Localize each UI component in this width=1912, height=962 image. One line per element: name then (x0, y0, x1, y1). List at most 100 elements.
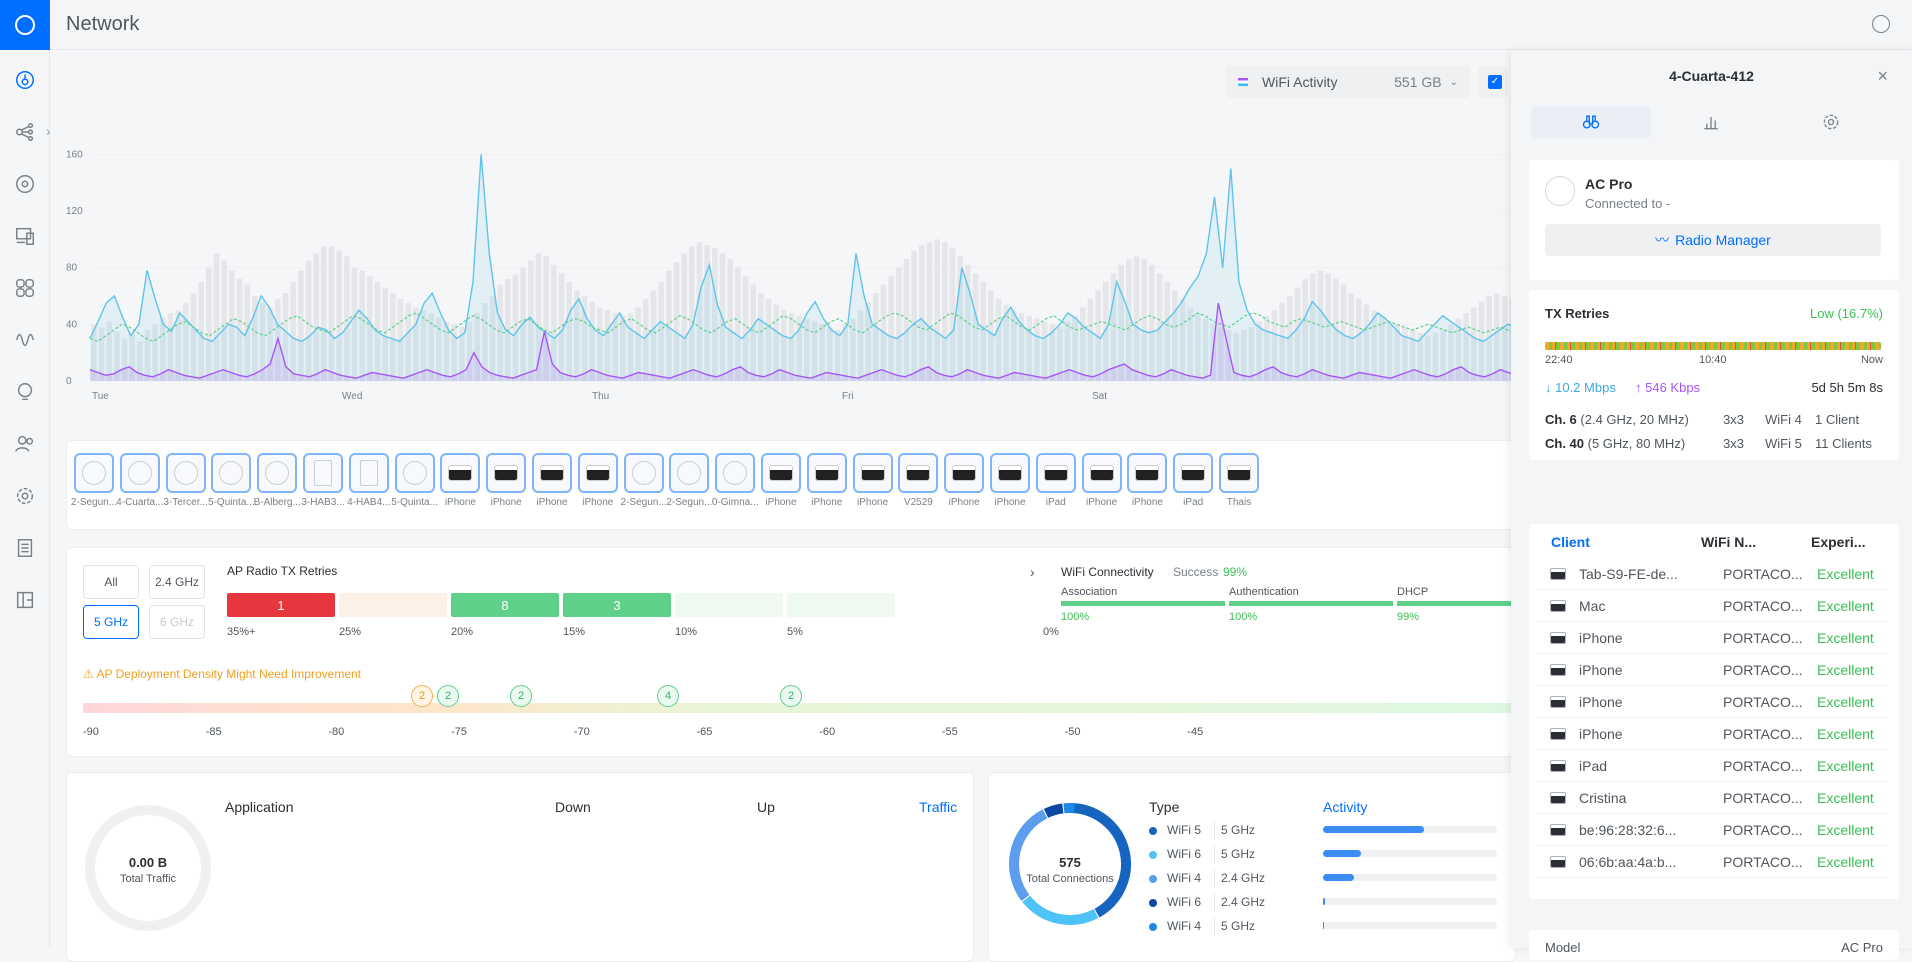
band-all-button[interactable]: All (83, 565, 139, 599)
users-icon[interactable] (13, 432, 37, 456)
density-pin[interactable]: 2 (510, 685, 532, 707)
client-experience: Excellent (1817, 694, 1874, 710)
channel-row: Ch. 6 (2.4 GHz, 20 MHz) 3x3 WiFi 4 1 Cli… (1545, 412, 1881, 427)
type-divider (1214, 917, 1215, 935)
band-5-button[interactable]: 5 GHz (83, 605, 139, 639)
access-point-icon (82, 461, 106, 485)
col-traffic[interactable]: Traffic (919, 799, 957, 815)
type-dot-icon (1149, 923, 1157, 931)
device-tile[interactable]: Thais (1212, 453, 1266, 508)
device-icon (349, 453, 389, 493)
type-divider (1214, 845, 1215, 863)
phone-icon (1045, 466, 1067, 480)
retry-segment[interactable]: 3 (563, 593, 671, 617)
floorplan-icon[interactable] (13, 276, 37, 300)
client-device-icon (1551, 825, 1565, 835)
density-pin[interactable]: 2 (437, 685, 459, 707)
collapse-chevron-icon[interactable]: › (46, 123, 62, 143)
user-icon[interactable] (1872, 15, 1890, 33)
rssi-tick-label: -85 (206, 726, 222, 738)
client-network: PORTACO... (1723, 854, 1817, 870)
activity-track (1323, 898, 1497, 905)
tab-stats[interactable] (1651, 106, 1771, 138)
client-device-icon (1551, 569, 1565, 579)
client-name: Cristina (1579, 790, 1707, 806)
retry-segment[interactable]: 1 (227, 593, 335, 617)
client-name: Mac (1579, 598, 1707, 614)
band-2-4-button[interactable]: 2.4 GHz (149, 565, 205, 599)
logs-icon[interactable] (13, 536, 37, 560)
y-tick-label: 40 (66, 319, 78, 330)
phone-icon (1091, 466, 1113, 480)
density-pin[interactable]: 2 (780, 685, 802, 707)
device-icon (440, 453, 480, 493)
client-row[interactable]: Tab-S9-FE-de...PORTACO...Excellent (1537, 558, 1887, 590)
density-pin[interactable]: 4 (657, 685, 679, 707)
client-devices-icon[interactable] (13, 224, 37, 248)
legend-swatch-icon (1238, 78, 1248, 86)
client-row[interactable]: be:96:28:32:6...PORTACO...Excellent (1537, 814, 1887, 846)
x-tick-label: Sat (1092, 391, 1107, 402)
tab-overview[interactable] (1531, 106, 1651, 138)
toolbar-checkbox[interactable]: ✓ (1478, 66, 1508, 98)
type-divider (1214, 869, 1215, 887)
device-icon (853, 453, 893, 493)
retry-label: 10% (675, 626, 697, 638)
type-band: 2.4 GHz (1221, 871, 1265, 885)
retry-segment[interactable]: 8 (451, 593, 559, 617)
y-tick-label: 0 (66, 376, 72, 387)
client-network: PORTACO... (1723, 662, 1817, 678)
rssi-tick-label: -70 (574, 726, 590, 738)
radios-icon[interactable] (13, 328, 37, 352)
client-network: PORTACO... (1723, 694, 1817, 710)
device-icon (532, 453, 572, 493)
rssi-tick-label: -80 (328, 726, 344, 738)
type-divider (1214, 893, 1215, 911)
phone-icon (770, 466, 792, 480)
client-name: iPhone (1579, 662, 1707, 678)
retry-segment[interactable] (675, 593, 783, 617)
logo[interactable] (0, 0, 50, 50)
access-point-icon (677, 461, 701, 485)
tab-settings[interactable] (1771, 106, 1891, 138)
retry-segment[interactable] (787, 593, 895, 617)
devices-icon[interactable] (13, 172, 37, 196)
phone-icon (862, 466, 884, 480)
radio-manager-button[interactable]: 〰Radio Manager (1545, 224, 1881, 256)
client-row[interactable]: 06:6b:aa:4a:b...PORTACO...Excellent (1537, 846, 1887, 878)
insights-icon[interactable] (13, 380, 37, 404)
map-icon[interactable] (13, 588, 37, 612)
col-experience[interactable]: Experi... (1811, 534, 1865, 550)
access-point-icon (128, 461, 152, 485)
close-icon[interactable]: × (1877, 66, 1888, 87)
density-pin[interactable]: 2 (411, 685, 433, 707)
chevron-right-icon[interactable]: › (1030, 564, 1035, 580)
type-name: WiFi 4 (1167, 871, 1201, 885)
settings-icon[interactable] (13, 484, 37, 508)
retry-segment[interactable] (339, 593, 447, 617)
type-band: 2.4 GHz (1221, 895, 1265, 909)
col-client[interactable]: Client (1551, 534, 1590, 550)
col-activity[interactable]: Activity (1323, 799, 1367, 815)
topology-icon[interactable] (13, 120, 37, 144)
type-name: WiFi 5 (1167, 823, 1201, 837)
client-experience: Excellent (1817, 758, 1874, 774)
device-panel: 4-Cuarta-412 × AC Pro Connected to - 〰Ra… (1511, 50, 1912, 948)
client-network: PORTACO... (1723, 566, 1817, 582)
wifi-activity-dropdown[interactable]: WiFi Activity 551 GB ⌄ (1226, 66, 1470, 98)
conn-step-name: Association (1061, 586, 1117, 598)
device-icon (1219, 453, 1259, 493)
dashboard-icon[interactable] (13, 68, 37, 92)
client-network: PORTACO... (1723, 822, 1817, 838)
device-icon (1127, 453, 1167, 493)
band-6-button[interactable]: 6 GHz (149, 605, 205, 639)
series-line (90, 154, 1516, 341)
col-wifi-network[interactable]: WiFi N... (1701, 534, 1756, 550)
